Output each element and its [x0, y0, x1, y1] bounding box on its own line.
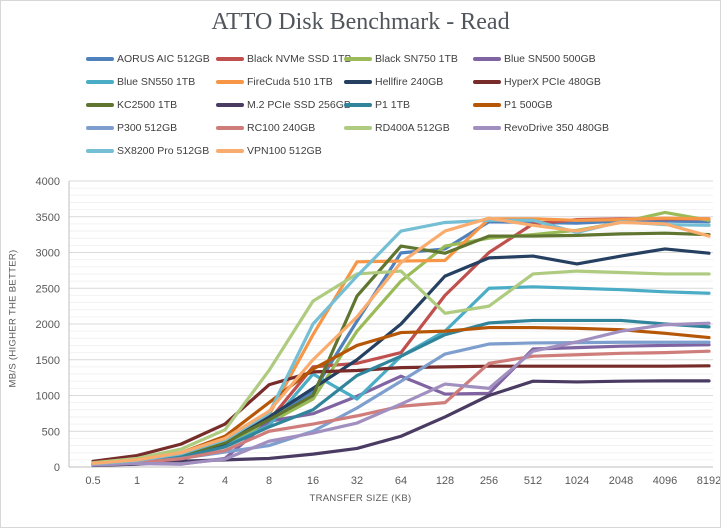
y-axis-tick-label: 2500 — [36, 283, 60, 295]
legend-label: P300 512GB — [117, 122, 178, 134]
series-line-p1-1tb — [91, 318, 711, 467]
y-axis-tick-label: 1500 — [36, 355, 60, 367]
legend-item-blue-sn500-500gb: Blue SN500 500GB — [473, 52, 596, 66]
legend-label: Black SN750 1TB — [375, 53, 458, 65]
legend-line-swatch — [86, 57, 114, 61]
y-axis-tick-label: 0 — [54, 462, 60, 474]
legend-line-swatch — [86, 149, 114, 153]
y-axis-tick-label: 4000 — [36, 176, 60, 188]
legend-item-rd400a-512gb: RD400A 512GB — [344, 121, 450, 135]
legend-line-swatch — [473, 57, 501, 61]
legend-item-hyperx-pcie-480gb: HyperX PCIe 480GB — [473, 75, 601, 89]
x-axis-tick-label: 1024 — [565, 475, 589, 487]
legend-label: M.2 PCIe SSD 256GB — [247, 99, 351, 111]
legend-item-black-nvme-ssd-1tb: Black NVMe SSD 1TB — [216, 52, 351, 66]
legend-line-swatch — [216, 103, 244, 107]
series-line-hyperx-pcie-480gb — [91, 364, 711, 463]
legend-line-swatch — [473, 103, 501, 107]
legend-item-sx8200-pro-512gb: SX8200 Pro 512GB — [86, 144, 209, 158]
legend-item-revodrive-350-480gb: RevoDrive 350 480GB — [473, 121, 609, 135]
x-axis-tick-label: 32 — [351, 475, 363, 487]
x-axis-tick-label: 8 — [266, 475, 272, 487]
series-line-rc100-240gb — [91, 349, 711, 467]
legend-item-m-2-pcie-ssd-256gb: M.2 PCIe SSD 256GB — [216, 98, 351, 112]
legend-line-swatch — [344, 80, 372, 84]
legend-label: RC100 240GB — [247, 122, 316, 134]
legend-label: Black NVMe SSD 1TB — [247, 53, 352, 65]
legend-item-rc100-240gb: RC100 240GB — [216, 121, 315, 135]
legend-item-p1-500gb: P1 500GB — [473, 98, 552, 112]
legend-line-swatch — [86, 80, 114, 84]
legend-item-firecuda-510-1tb: FireCuda 510 1TB — [216, 75, 333, 89]
legend-label: RevoDrive 350 480GB — [504, 122, 610, 134]
legend-label: P1 500GB — [504, 99, 553, 111]
y-axis-tick-label: 1000 — [36, 391, 60, 403]
legend-label: KC2500 1TB — [117, 99, 178, 111]
x-axis-tick-label: 512 — [524, 475, 542, 487]
legend-label: Hellfire 240GB — [375, 76, 444, 88]
legend-item-vpn100-512gb: VPN100 512GB — [216, 144, 322, 158]
y-axis-tick-label: 3500 — [36, 212, 60, 224]
y-axis-title: MB/S (HIGHER THE BETTER) — [7, 249, 19, 388]
x-axis-tick-label: 16 — [307, 475, 319, 487]
chart-legend: AORUS AIC 512GB Black NVMe SSD 1TB Black S… — [1, 1, 720, 171]
x-axis-tick-label: 128 — [436, 475, 454, 487]
legend-line-swatch — [344, 103, 372, 107]
legend-label: P1 1TB — [375, 99, 411, 111]
x-axis-tick-label: 2 — [178, 475, 184, 487]
legend-item-blue-sn550-1tb: Blue SN550 1TB — [86, 75, 195, 89]
x-axis-tick-label: 4096 — [653, 475, 677, 487]
legend-item-p300-512gb: P300 512GB — [86, 121, 177, 135]
legend-item-aorus-aic-512gb: AORUS AIC 512GB — [86, 52, 210, 66]
legend-item-p1-1tb: P1 1TB — [344, 98, 410, 112]
chart-title: ATTO Disk Benchmark - Read — [211, 9, 510, 35]
x-axis-tick-label: 256 — [480, 475, 498, 487]
legend-line-swatch — [86, 103, 114, 107]
x-axis-tick-label: 64 — [395, 475, 407, 487]
x-axis-title: TRANSFER SIZE (KB) — [309, 493, 412, 504]
legend-line-swatch — [86, 126, 114, 130]
series-line-vpn100-512gb — [91, 216, 711, 466]
legend-line-swatch — [344, 57, 372, 61]
y-axis-tick-label: 500 — [42, 426, 60, 438]
series-line-kc2500-1tb — [91, 231, 711, 466]
x-axis-tick-label: 2048 — [609, 475, 633, 487]
legend-line-swatch — [344, 126, 372, 130]
legend-label: VPN100 512GB — [247, 145, 322, 157]
legend-line-swatch — [473, 126, 501, 130]
x-axis-tick-label: 0.5 — [85, 475, 100, 487]
series-line-rd400a-512gb — [91, 269, 711, 465]
legend-line-swatch — [216, 57, 244, 61]
x-axis-tick-label: 1 — [134, 475, 140, 487]
legend-line-swatch — [473, 80, 501, 84]
legend-label: AORUS AIC 512GB — [117, 53, 210, 65]
y-axis-tick-label: 3000 — [36, 248, 60, 260]
legend-line-swatch — [216, 80, 244, 84]
legend-label: RD400A 512GB — [375, 122, 450, 134]
legend-label: Blue SN500 500GB — [504, 53, 596, 65]
y-axis-tick-label: 2000 — [36, 319, 60, 331]
x-axis-tick-label: 8192 — [697, 475, 721, 487]
legend-line-swatch — [216, 149, 244, 153]
legend-item-hellfire-240gb: Hellfire 240GB — [344, 75, 443, 89]
legend-line-swatch — [216, 126, 244, 130]
x-axis-tick-label: 4 — [222, 475, 228, 487]
legend-label: Blue SN550 1TB — [117, 76, 196, 88]
legend-label: HyperX PCIe 480GB — [504, 76, 601, 88]
legend-item-black-sn750-1tb: Black SN750 1TB — [344, 52, 458, 66]
series-line-revodrive-350-480gb — [91, 321, 711, 467]
legend-item-kc2500-1tb: KC2500 1TB — [86, 98, 177, 112]
legend-label: FireCuda 510 1TB — [247, 76, 333, 88]
legend-label: SX8200 Pro 512GB — [117, 145, 210, 157]
